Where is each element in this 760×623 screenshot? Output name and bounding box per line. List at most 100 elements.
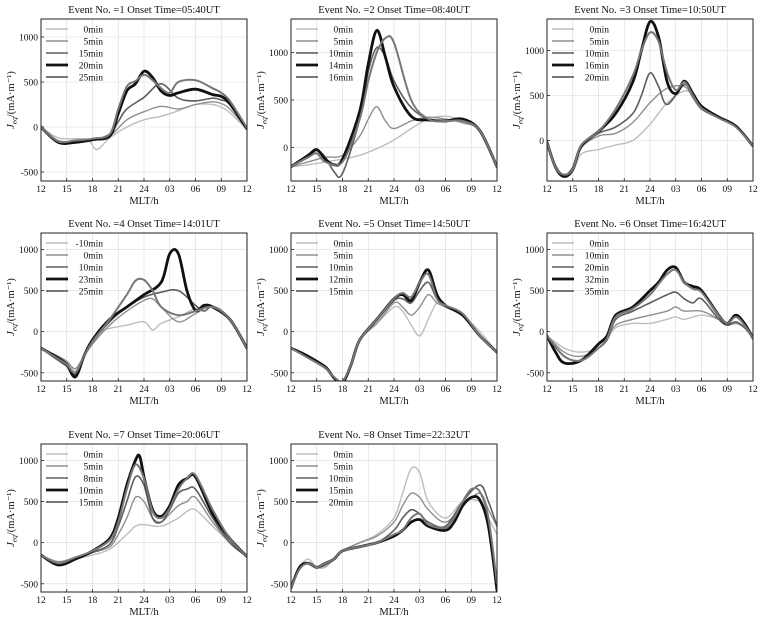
legend-entry: 25min	[79, 287, 104, 297]
legend-entry: 0min	[83, 450, 103, 460]
chart-title: Event No. =8 Onset Time=22:32UT	[318, 430, 470, 441]
x-tick-label: 09	[723, 385, 733, 395]
legend-entry: 0min	[333, 239, 353, 249]
x-tick-label: 09	[217, 596, 227, 606]
x-tick-label: 12	[542, 185, 552, 195]
legend-entry: 0min	[333, 450, 353, 460]
chart-panel-7: Event No. =7 Onset Time=20:06UT 12 15 18 21 2…	[6, 430, 252, 618]
x-tick-label: 24	[645, 185, 655, 195]
plot-frame	[40, 232, 248, 382]
x-tick-label: 21	[620, 185, 630, 195]
y-tick-label: 1000	[19, 457, 38, 467]
x-axis-label: MLT/h	[129, 607, 159, 618]
y-tick-label: 1000	[19, 34, 38, 44]
y-axis-label-subscript: eq	[260, 535, 269, 542]
x-tick-label: 24	[389, 385, 399, 395]
y-axis-label-subscript: eq	[10, 117, 19, 124]
x-axis-label: MLT/h	[129, 396, 159, 407]
legend-entry: 20min	[79, 61, 104, 71]
x-tick-label: 09	[217, 185, 227, 195]
chart-panel-4: Event No. =4 Onset Time=14:01UT 12 15 18 21 2…	[6, 219, 252, 407]
x-tick-label: 21	[114, 596, 124, 606]
series-lines	[41, 248, 247, 379]
legend-entry: 0min	[83, 25, 103, 35]
x-tick-label: 12	[542, 385, 552, 395]
y-tick-label: 0	[283, 539, 288, 549]
y-axis-label-symbol: J	[256, 123, 267, 129]
legend-entry: 0min	[333, 25, 353, 35]
series-line-5min	[291, 106, 497, 168]
x-tick-label: 12	[492, 596, 502, 606]
x-tick-label: 21	[364, 185, 374, 195]
x-axis-label: MLT/h	[379, 196, 409, 207]
legend-entry: 10min	[79, 263, 104, 273]
y-tick-label: 1000	[269, 49, 288, 59]
chart-panel-8: Event No. =8 Onset Time=22:32UT 12 15 18 21 2…	[256, 430, 502, 618]
legend-entry: 0min	[589, 239, 609, 249]
x-tick-label: 12	[492, 385, 502, 395]
legend-entry: 5min	[333, 251, 353, 261]
x-tick-label: 12	[286, 385, 296, 395]
legend-entry: 16min	[585, 61, 610, 71]
y-tick-label: 0	[33, 328, 38, 338]
series-lines	[41, 453, 247, 567]
x-tick-label: 15	[62, 185, 72, 195]
x-tick-label: 12	[36, 185, 46, 195]
chart-title: Event No. =4 Onset Time=14:01UT	[68, 219, 220, 230]
y-axis-label-subscript: eq	[10, 324, 19, 331]
x-tick-label: 06	[191, 185, 201, 195]
series-lines	[41, 69, 247, 151]
x-tick-label: 18	[594, 185, 604, 195]
x-tick-label: 09	[467, 385, 477, 395]
series-line-25min	[41, 73, 247, 144]
x-tick-label: 18	[338, 596, 348, 606]
x-tick-label: 03	[671, 385, 681, 395]
y-tick-label: 500	[274, 287, 289, 297]
y-axis-label-subscript: eq	[516, 117, 525, 124]
legend-entry: 10min	[585, 251, 610, 261]
x-tick-label: 24	[389, 596, 399, 606]
series-line-35min	[547, 268, 753, 362]
y-axis-label-subscript: eq	[10, 535, 19, 542]
y-tick-label: 0	[539, 328, 544, 338]
chart-panel-2: Event No. =2 Onset Time=08:40UT 12 15 18 21 2…	[256, 5, 502, 207]
x-tick-label: 03	[165, 185, 175, 195]
x-tick-label: 12	[748, 185, 758, 195]
plot-frame	[546, 18, 754, 182]
series-lines	[291, 28, 497, 179]
x-tick-label: 18	[338, 385, 348, 395]
x-tick-label: 12	[36, 385, 46, 395]
legend-entry: 15min	[79, 49, 104, 59]
y-axis-label-unit: /(mA·m⁻¹)	[6, 278, 17, 325]
y-tick-label: 500	[24, 287, 39, 297]
y-axis-label-unit: /(mA·m⁻¹)	[256, 71, 267, 118]
x-tick-label: 12	[36, 596, 46, 606]
y-tick-label: 1000	[525, 246, 544, 256]
y-axis-label: Jeq/(mA·m⁻¹)	[6, 278, 19, 336]
x-tick-label: 12	[286, 185, 296, 195]
y-axis-label-unit: /(mA·m⁻¹)	[6, 489, 17, 536]
y-axis-label: Jeq/(mA·m⁻¹)	[6, 71, 19, 129]
y-tick-label: -500	[21, 169, 39, 179]
x-tick-label: 24	[139, 385, 149, 395]
chart-panel-1: Event No. =1 Onset Time=05:40UT 12 15 18 21 2…	[6, 5, 252, 207]
y-axis-label-unit: /(mA·m⁻¹)	[512, 278, 523, 325]
x-tick-label: 24	[645, 385, 655, 395]
x-tick-label: 09	[467, 596, 477, 606]
series-line-20min	[291, 487, 497, 589]
series-line-15min	[41, 463, 247, 565]
legend-entry: 32min	[585, 275, 610, 285]
x-tick-label: 15	[62, 596, 72, 606]
x-tick-label: 15	[312, 185, 322, 195]
x-axis-label: MLT/h	[635, 196, 665, 207]
y-tick-label: 1000	[19, 246, 38, 256]
x-tick-label: 09	[723, 185, 733, 195]
x-axis-label: MLT/h	[635, 396, 665, 407]
x-tick-label: 24	[139, 596, 149, 606]
plot-frame	[290, 232, 498, 382]
legend-entry: -10min	[76, 239, 104, 249]
legend-entry: 23min	[79, 275, 104, 285]
x-tick-label: 15	[568, 385, 578, 395]
x-axis-label: MLT/h	[129, 196, 159, 207]
x-tick-label: 21	[364, 385, 374, 395]
